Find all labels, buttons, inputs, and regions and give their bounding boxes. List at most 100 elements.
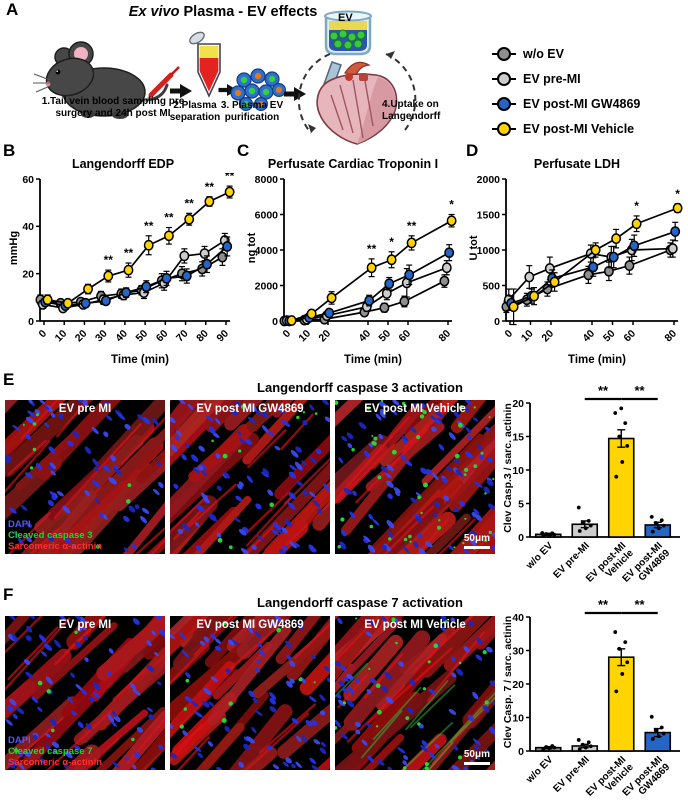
stain-dapi: DAPI: [8, 519, 31, 530]
svg-text:0: 0: [494, 316, 500, 328]
micrograph-casp7-ev-pre-mi: EV pre MI DAPI Cleaved caspase 7 Sarcome…: [0, 559, 230, 809]
svg-text:60: 60: [396, 328, 413, 345]
step2-caption: 2.Plasma separation: [169, 100, 221, 123]
circle-marker-icon: [492, 46, 516, 61]
micrograph-casp7-ev-post-mi-gw4869: EV post MI GW4869: [107, 544, 411, 809]
svg-text:40: 40: [512, 612, 524, 624]
step1-caption: 1.Tail vein blood sampling pre surgery a…: [41, 96, 185, 119]
micrograph-label: EV pre MI: [58, 403, 112, 415]
svg-text:w/o EV: w/o EV: [524, 540, 556, 572]
heart-icon: [316, 61, 398, 145]
panelE-title: Langendorff caspase 3 activation: [257, 380, 463, 395]
micrograph-casp3-ev-post-mi-gw4869: EV post MI GW4869: [82, 334, 409, 595]
micrograph-image: [273, 543, 564, 809]
svg-text:60: 60: [621, 328, 638, 345]
svg-text:40: 40: [356, 328, 373, 345]
svg-text:15: 15: [512, 431, 524, 443]
svg-text:50: 50: [133, 328, 150, 345]
svg-text:10: 10: [53, 328, 70, 345]
panel-letter-b: B: [3, 141, 16, 160]
svg-text:30: 30: [93, 328, 110, 345]
stain-cleaved-caspase-7: Cleaved caspase 7: [8, 746, 93, 757]
svg-text:*: *: [389, 235, 394, 249]
legend-label: w/o EV: [523, 46, 564, 61]
svg-text:20: 20: [512, 679, 524, 691]
svg-text:0: 0: [272, 316, 278, 328]
svg-text:80: 80: [194, 328, 211, 345]
svg-text:**: **: [598, 385, 609, 398]
stain-legend: DAPI Cleaved caspase 3 Sarcomeric α-acti…: [8, 519, 102, 552]
ldh-chart-title: Perfusate LDH: [533, 157, 621, 171]
svg-text:**: **: [164, 211, 174, 225]
svg-text:0: 0: [503, 328, 516, 341]
arrow-2-icon: [218, 84, 238, 96]
circle-marker-icon: [492, 96, 516, 111]
troponin-chart-title: Perfusate Cardiac Troponin I: [267, 157, 439, 171]
svg-text:**: **: [634, 385, 645, 398]
svg-text:**: **: [144, 219, 154, 233]
legend-item-ev-post-mi-gw4869: EV post-MI GW4869: [492, 91, 688, 116]
svg-text:8000: 8000: [255, 174, 279, 186]
svg-text:40: 40: [113, 328, 130, 345]
edp-chart-title: Langendorff EDP: [71, 157, 175, 171]
panelF-title: Langendorff caspase 7 activation: [257, 595, 463, 610]
svg-text:6000: 6000: [255, 209, 279, 221]
casp7-y-axis-label: Clev Casp. 7 / sarc. actinin: [502, 615, 514, 749]
micrograph-image: [107, 544, 411, 809]
legend-item-ev-post-mi-vehicle: EV post-MI Vehicle: [492, 116, 688, 141]
micrograph-image: [267, 336, 558, 618]
micrograph-label: EV pre MI: [58, 619, 112, 631]
svg-text:20: 20: [539, 328, 556, 345]
scalebar-label: 50μm: [463, 749, 490, 760]
legend-item-wo-ev: w/o EV: [492, 41, 688, 66]
svg-text:**: **: [634, 599, 645, 612]
svg-text:2000: 2000: [255, 280, 279, 292]
panel-letter-a: A: [6, 0, 19, 19]
panel-letter-c: C: [237, 141, 250, 160]
svg-text:1000: 1000: [477, 245, 501, 257]
legend-label: EV pre-MI: [523, 71, 581, 86]
svg-text:10: 10: [512, 465, 524, 477]
svg-text:10: 10: [296, 328, 313, 345]
legend-label: EV post-MI Vehicle: [523, 121, 635, 136]
arrow-1-icon: [170, 84, 192, 98]
svg-text:500: 500: [482, 280, 500, 292]
stain-sarcomeric-actinin: Sarcomeric α-actinin: [8, 541, 103, 552]
step4-caption: 4.Uptake on Langendorff: [382, 99, 441, 122]
svg-text:**: **: [184, 196, 194, 210]
micrograph-label: EV post MI Vehicle: [364, 619, 466, 631]
arrow-3-icon: [284, 87, 306, 101]
svg-text:2000: 2000: [477, 174, 501, 186]
svg-text:80: 80: [436, 328, 453, 345]
micrograph-casp3-ev-post-mi-vehicle: EV post MI Vehicle 50μm: [267, 336, 558, 618]
circulation-arrowhead-left-icon: [308, 124, 316, 133]
svg-text:*: *: [449, 198, 454, 212]
circulation-dashes-icon: [297, 53, 417, 134]
svg-text:10: 10: [512, 712, 524, 724]
svg-text:**: **: [225, 173, 235, 183]
micrograph-casp3-ev-pre-mi: EV pre MI DAPI Cleaved caspase 3 Sarcome…: [0, 330, 250, 613]
edp-y-axis-label: mmHg: [8, 230, 20, 266]
legend-label: EV post-MI GW4869: [523, 96, 641, 111]
svg-text:50: 50: [376, 328, 393, 345]
svg-text:50: 50: [601, 328, 618, 345]
svg-text:60: 60: [22, 174, 34, 186]
circle-marker-icon: [492, 121, 516, 136]
svg-text:w/o EV: w/o EV: [524, 754, 556, 786]
casp3-bar-chart: 0 5 10 15 20 w/o EV EV pre-MI EV post-MI Vehicle…: [500, 383, 688, 605]
svg-text:0: 0: [518, 532, 524, 544]
svg-text:0: 0: [37, 328, 50, 341]
circle-marker-icon: [492, 71, 516, 86]
stain-cleaved-caspase-3: Cleaved caspase 3: [8, 530, 93, 541]
svg-text:20: 20: [316, 328, 333, 345]
svg-text:4000: 4000: [255, 245, 279, 257]
workflow-schematic: [33, 10, 417, 145]
svg-text:0: 0: [281, 328, 294, 341]
micrograph-image: [82, 334, 409, 595]
beaker-ev-label: EV: [338, 12, 353, 24]
panel-letter-f: F: [3, 585, 14, 604]
circulation-arrowhead-right-icon: [386, 51, 395, 59]
micrograph-casp7-ev-post-mi-vehicle: EV post MI Vehicle 50μm: [273, 543, 564, 809]
